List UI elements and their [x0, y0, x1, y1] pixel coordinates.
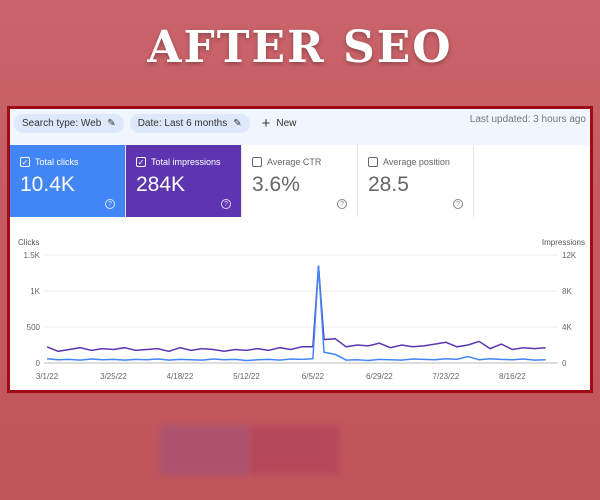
checkbox-checked-icon[interactable]: ✓ [20, 157, 30, 167]
card-label: Average position [383, 157, 450, 167]
checkbox-unchecked-icon[interactable] [368, 157, 378, 167]
checkbox-checked-icon[interactable]: ✓ [136, 157, 146, 167]
help-icon[interactable]: ? [105, 199, 115, 209]
y-tick-left: 0 [36, 359, 41, 368]
card-average-position[interactable]: Average position 28.5? [358, 145, 474, 217]
performance-panel: ✓ Total clicks 10.4K? ✓ Total impressions 28… [10, 145, 590, 390]
y-axis-label-left: Clicks [18, 238, 39, 247]
last-updated: Last updated: 3 hours ago [469, 114, 586, 125]
card-label: Total impressions [151, 157, 221, 167]
help-icon[interactable]: ? [337, 199, 347, 209]
chip-label: Search type: Web [22, 117, 102, 129]
card-average-ctr[interactable]: Average CTR 3.6%? [242, 145, 358, 217]
toolbar: Search type: Web ✎ Date: Last 6 months ✎ +… [14, 112, 590, 134]
card-value: 284K [136, 173, 186, 196]
y-tick-right: 4K [562, 323, 572, 332]
x-tick: 3/1/22 [36, 372, 59, 381]
series-line-clicks [46, 265, 546, 362]
date-chip[interactable]: Date: Last 6 months ✎ [129, 113, 250, 133]
y-tick-left: 1K [30, 287, 40, 296]
card-label: Total clicks [35, 157, 79, 167]
blurred-block [250, 425, 340, 475]
card-value: 10.4K [20, 173, 75, 196]
search-type-chip[interactable]: Search type: Web ✎ [14, 113, 124, 133]
blurred-block [160, 425, 250, 475]
pencil-icon: ✎ [233, 117, 242, 129]
chip-label: Date: Last 6 months [137, 117, 228, 129]
x-tick: 4/18/22 [167, 372, 194, 381]
help-icon[interactable]: ? [221, 199, 231, 209]
x-tick: 8/16/22 [499, 372, 526, 381]
pencil-icon: ✎ [107, 117, 116, 129]
card-value: 28.5 [368, 173, 409, 196]
y-tick-right: 8K [562, 287, 572, 296]
x-tick: 6/5/22 [302, 372, 325, 381]
new-label: New [276, 117, 297, 129]
card-label: Average CTR [267, 157, 322, 167]
x-tick: 5/12/22 [233, 372, 260, 381]
performance-chart: Clicks Impressions 0 0 500 4K 1K 8K 1.5K 12K 3/1/2… [18, 238, 585, 381]
screenshot-frame: Search type: Web ✎ Date: Last 6 months ✎ +… [7, 106, 593, 393]
x-tick: 6/29/22 [366, 372, 393, 381]
series-line-impressions [46, 265, 546, 353]
y-axis-label-right: Impressions [542, 238, 585, 247]
card-value: 3.6% [252, 173, 300, 196]
card-total-clicks[interactable]: ✓ Total clicks 10.4K? [10, 145, 126, 217]
checkbox-unchecked-icon[interactable] [252, 157, 262, 167]
y-tick-left: 1.5K [24, 251, 41, 260]
y-tick-left: 500 [27, 323, 41, 332]
y-tick-right: 0 [562, 359, 567, 368]
new-filter-button[interactable]: + New [256, 115, 303, 132]
card-total-impressions[interactable]: ✓ Total impressions 284K? [126, 145, 242, 217]
help-icon[interactable]: ? [453, 199, 463, 209]
x-tick: 3/25/22 [100, 372, 127, 381]
plus-icon: + [261, 114, 271, 132]
y-tick-right: 12K [562, 251, 577, 260]
x-tick: 7/23/22 [433, 372, 460, 381]
banner-title: AFTER SEO [147, 22, 453, 73]
